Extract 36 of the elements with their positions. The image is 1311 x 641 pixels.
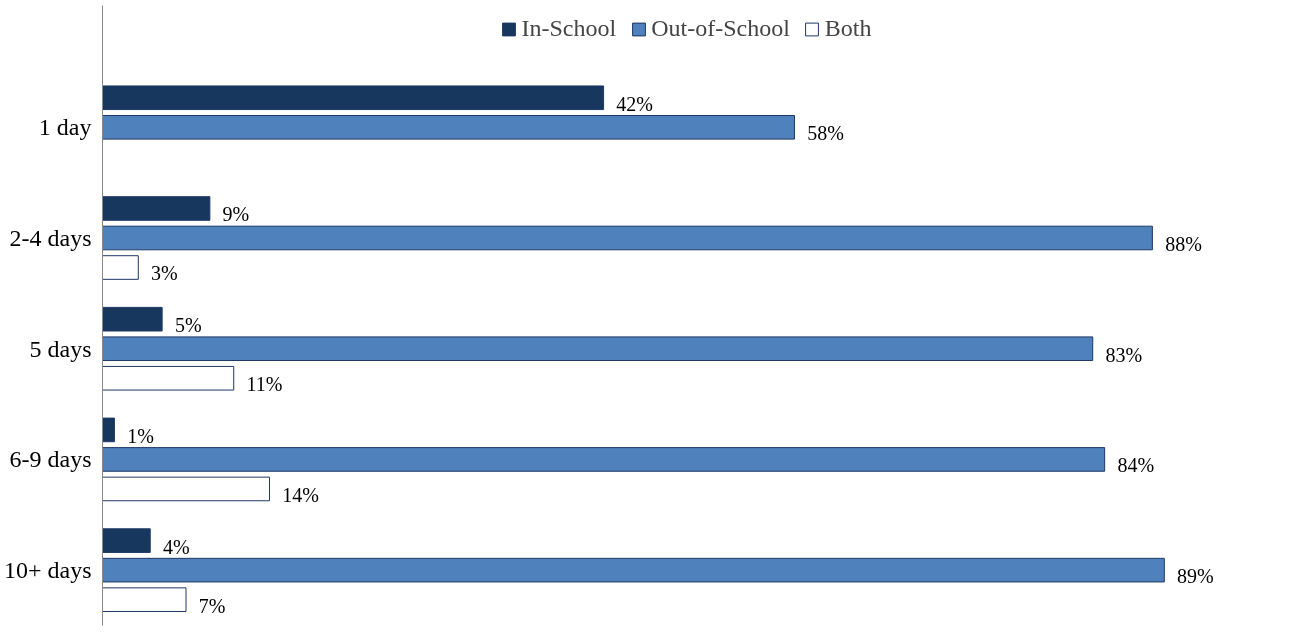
bar <box>102 114 795 140</box>
bar <box>102 306 163 332</box>
y-tick-label: 1 day <box>38 114 92 141</box>
bar <box>102 255 139 280</box>
y-tick-label: 2-4 days <box>9 225 92 251</box>
bar <box>102 528 151 553</box>
data-label: 42% <box>616 92 653 115</box>
bar <box>102 196 211 221</box>
data-label: 5% <box>174 314 202 337</box>
data-label: 83% <box>1105 343 1143 366</box>
data-label: 88% <box>1165 232 1202 255</box>
data-label: 14% <box>282 483 319 506</box>
y-tick-label: 6-9 days <box>9 446 92 473</box>
data-label: 11% <box>246 373 283 396</box>
bar <box>102 476 271 502</box>
data-label: 1% <box>127 424 154 447</box>
data-label: 89% <box>1177 565 1214 588</box>
data-label: 58% <box>807 122 844 145</box>
bar <box>102 365 235 391</box>
y-tick-label: 10+ days <box>3 557 92 584</box>
bar <box>102 225 1153 251</box>
y-tick-label: 5 days <box>29 335 92 362</box>
legend-label: Out-of-School <box>651 15 790 42</box>
data-label: 7% <box>198 594 226 617</box>
data-label: 3% <box>151 262 178 285</box>
data-label: 84% <box>1117 454 1155 477</box>
data-label: 9% <box>222 203 250 226</box>
bar <box>102 417 115 443</box>
bar <box>102 447 1106 472</box>
data-label: 4% <box>162 535 190 558</box>
bar <box>102 557 1165 583</box>
bar <box>102 336 1094 362</box>
legend-label: In-School <box>521 15 617 42</box>
bar <box>102 587 187 612</box>
legend-label: Both <box>824 15 872 42</box>
bar <box>102 85 605 111</box>
